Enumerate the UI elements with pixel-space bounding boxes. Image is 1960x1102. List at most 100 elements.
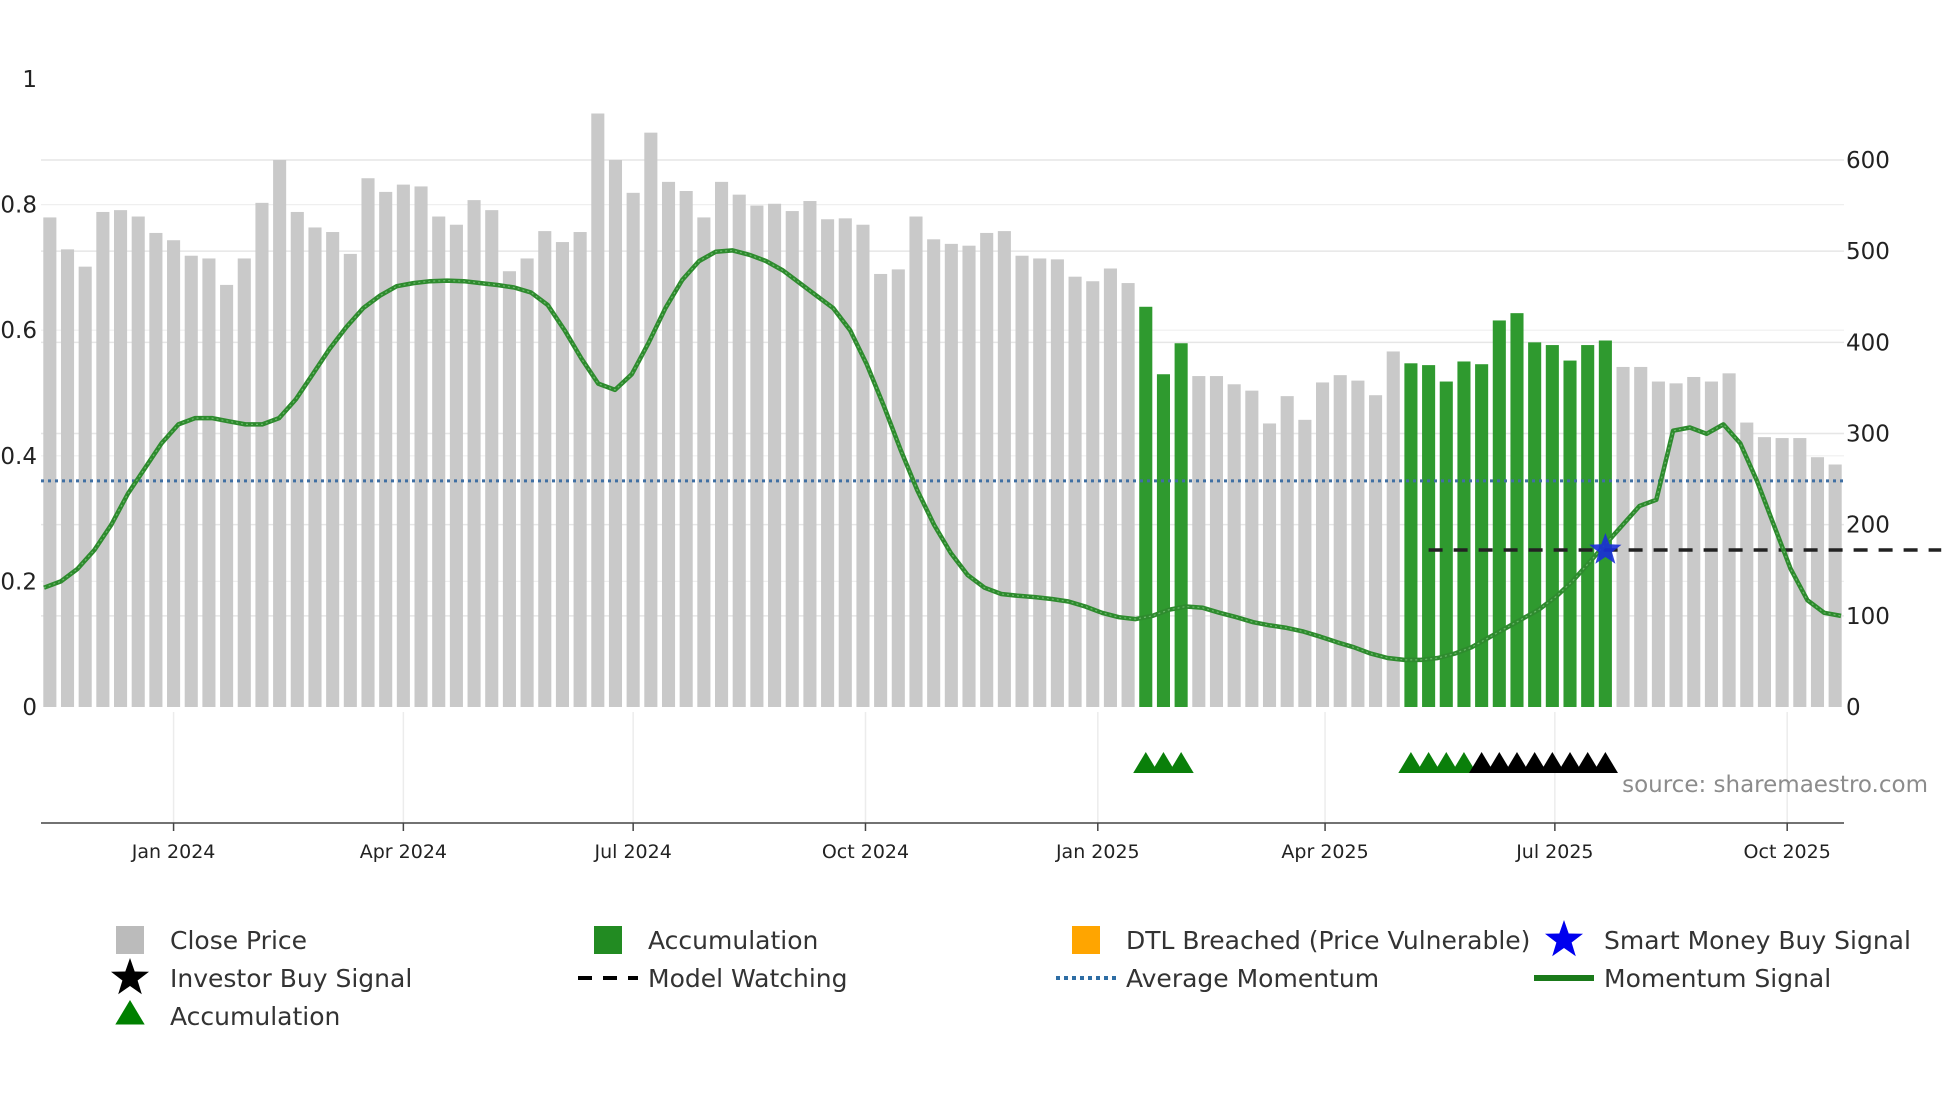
accumulation-bar [1581,345,1595,707]
x-tick-label: Oct 2024 [822,841,909,863]
price-bar [1050,259,1064,707]
price-bar [1103,268,1117,707]
price-bar [785,211,799,707]
price-bar [78,266,92,707]
accumulation-bar [1156,374,1170,707]
price-bar [591,113,605,707]
x-tick-label: Apr 2024 [360,841,447,863]
accumulation-triangle [1168,752,1194,773]
price-bar [980,232,994,707]
price-bar [1828,464,1842,707]
signal-markers [1133,533,1622,773]
left-tick-label: 1 [22,67,37,93]
right-tick-label: 300 [1846,422,1890,448]
price-bar [290,211,304,707]
legend-square-swatch [116,926,144,954]
smart-money-buy-star [1589,533,1622,564]
price-bar [1634,366,1648,707]
price-bar [96,211,110,707]
left-tick-label: 0.8 [0,193,37,219]
legend-triangle-swatch [115,1000,145,1025]
right-tick-label: 200 [1846,513,1890,539]
price-bar [60,249,75,708]
axes: 0 0.2 0.4 0.6 0.8 1 0 100 200 300 400 500 600 Jan 202… [0,67,1889,863]
price-bar [326,232,340,707]
price-bar [1298,419,1312,707]
price-bar [644,132,658,707]
price-bar [555,242,569,708]
accumulation-bar [1492,320,1506,707]
price-bar [1740,422,1754,707]
legend: Close Price Accumulation DTL Breached (Pri… [111,920,1911,1031]
accumulation-bar [1422,365,1436,707]
price-bar [255,202,269,707]
x-tick-label: Oct 2025 [1744,841,1831,863]
legend-label: Accumulation [648,926,818,955]
legend-label: Investor Buy Signal [170,964,412,993]
right-tick-label: 500 [1846,239,1890,265]
investor-buy-triangle [1522,752,1548,773]
momentum-signal-highlight [43,249,1842,661]
price-bar [838,218,852,707]
price-bar [131,216,145,708]
price-bar [856,224,870,707]
source-label: source: sharemaestro.com [1622,772,1928,798]
price-bar [1616,366,1630,707]
price-bar [803,201,817,707]
price-bar [1262,423,1277,707]
price-bar [502,271,516,707]
price-bar [1068,276,1082,707]
price-bar [149,232,163,707]
accumulation-triangle [1433,752,1459,773]
right-tick-label: 400 [1846,330,1890,356]
price-bar [1351,380,1365,707]
price-bar [1687,376,1701,707]
left-tick-label: 0 [22,695,37,721]
price-bar [661,181,676,707]
accumulation-triangle [1150,752,1177,773]
price-bar [697,217,711,707]
legend-label: Momentum Signal [1604,964,1831,993]
x-tick-label: Jan 2024 [131,841,216,863]
price-bar [715,181,729,707]
accumulation-bar [1598,340,1612,707]
price-bar [573,232,587,707]
investor-buy-triangle [1575,752,1601,773]
price-bar [1333,375,1347,707]
price-bar [750,205,764,708]
price-bar [732,194,746,708]
price-bar [538,231,552,708]
accumulation-bar [1439,381,1453,707]
price-bar [379,191,393,708]
price-bar [1386,351,1400,707]
x-tick-label: Jul 2025 [1515,841,1593,863]
investor-buy-triangle [1486,752,1512,773]
grid-lines [41,159,1844,823]
accumulation-triangle [1133,752,1159,773]
price-bar [1209,376,1224,707]
price-bar [909,216,923,708]
price-bar [1775,438,1789,707]
price-bar [432,216,446,708]
price-bar [679,190,693,707]
price-bar [874,273,888,707]
price-bar [1793,438,1807,707]
price-bar [361,178,375,707]
price-bar [467,200,481,707]
price-bar [1316,382,1330,707]
momentum-signal-line [43,248,1842,663]
price-bar [927,239,941,707]
accumulation-bar [1545,345,1559,707]
accumulation-bar [1404,363,1418,707]
left-tick-label: 0.2 [0,569,37,595]
investor-buy-triangle [1557,752,1583,773]
investor-buy-triangle [1469,752,1495,773]
accumulation-bar [1475,364,1489,707]
legend-square-swatch [594,926,622,954]
accumulation-bar [1139,306,1153,707]
price-bar [114,210,128,707]
legend-label: Accumulation [170,1002,340,1031]
price-bars [43,113,1842,708]
price-bar [1651,381,1665,707]
price-bar [891,269,905,707]
